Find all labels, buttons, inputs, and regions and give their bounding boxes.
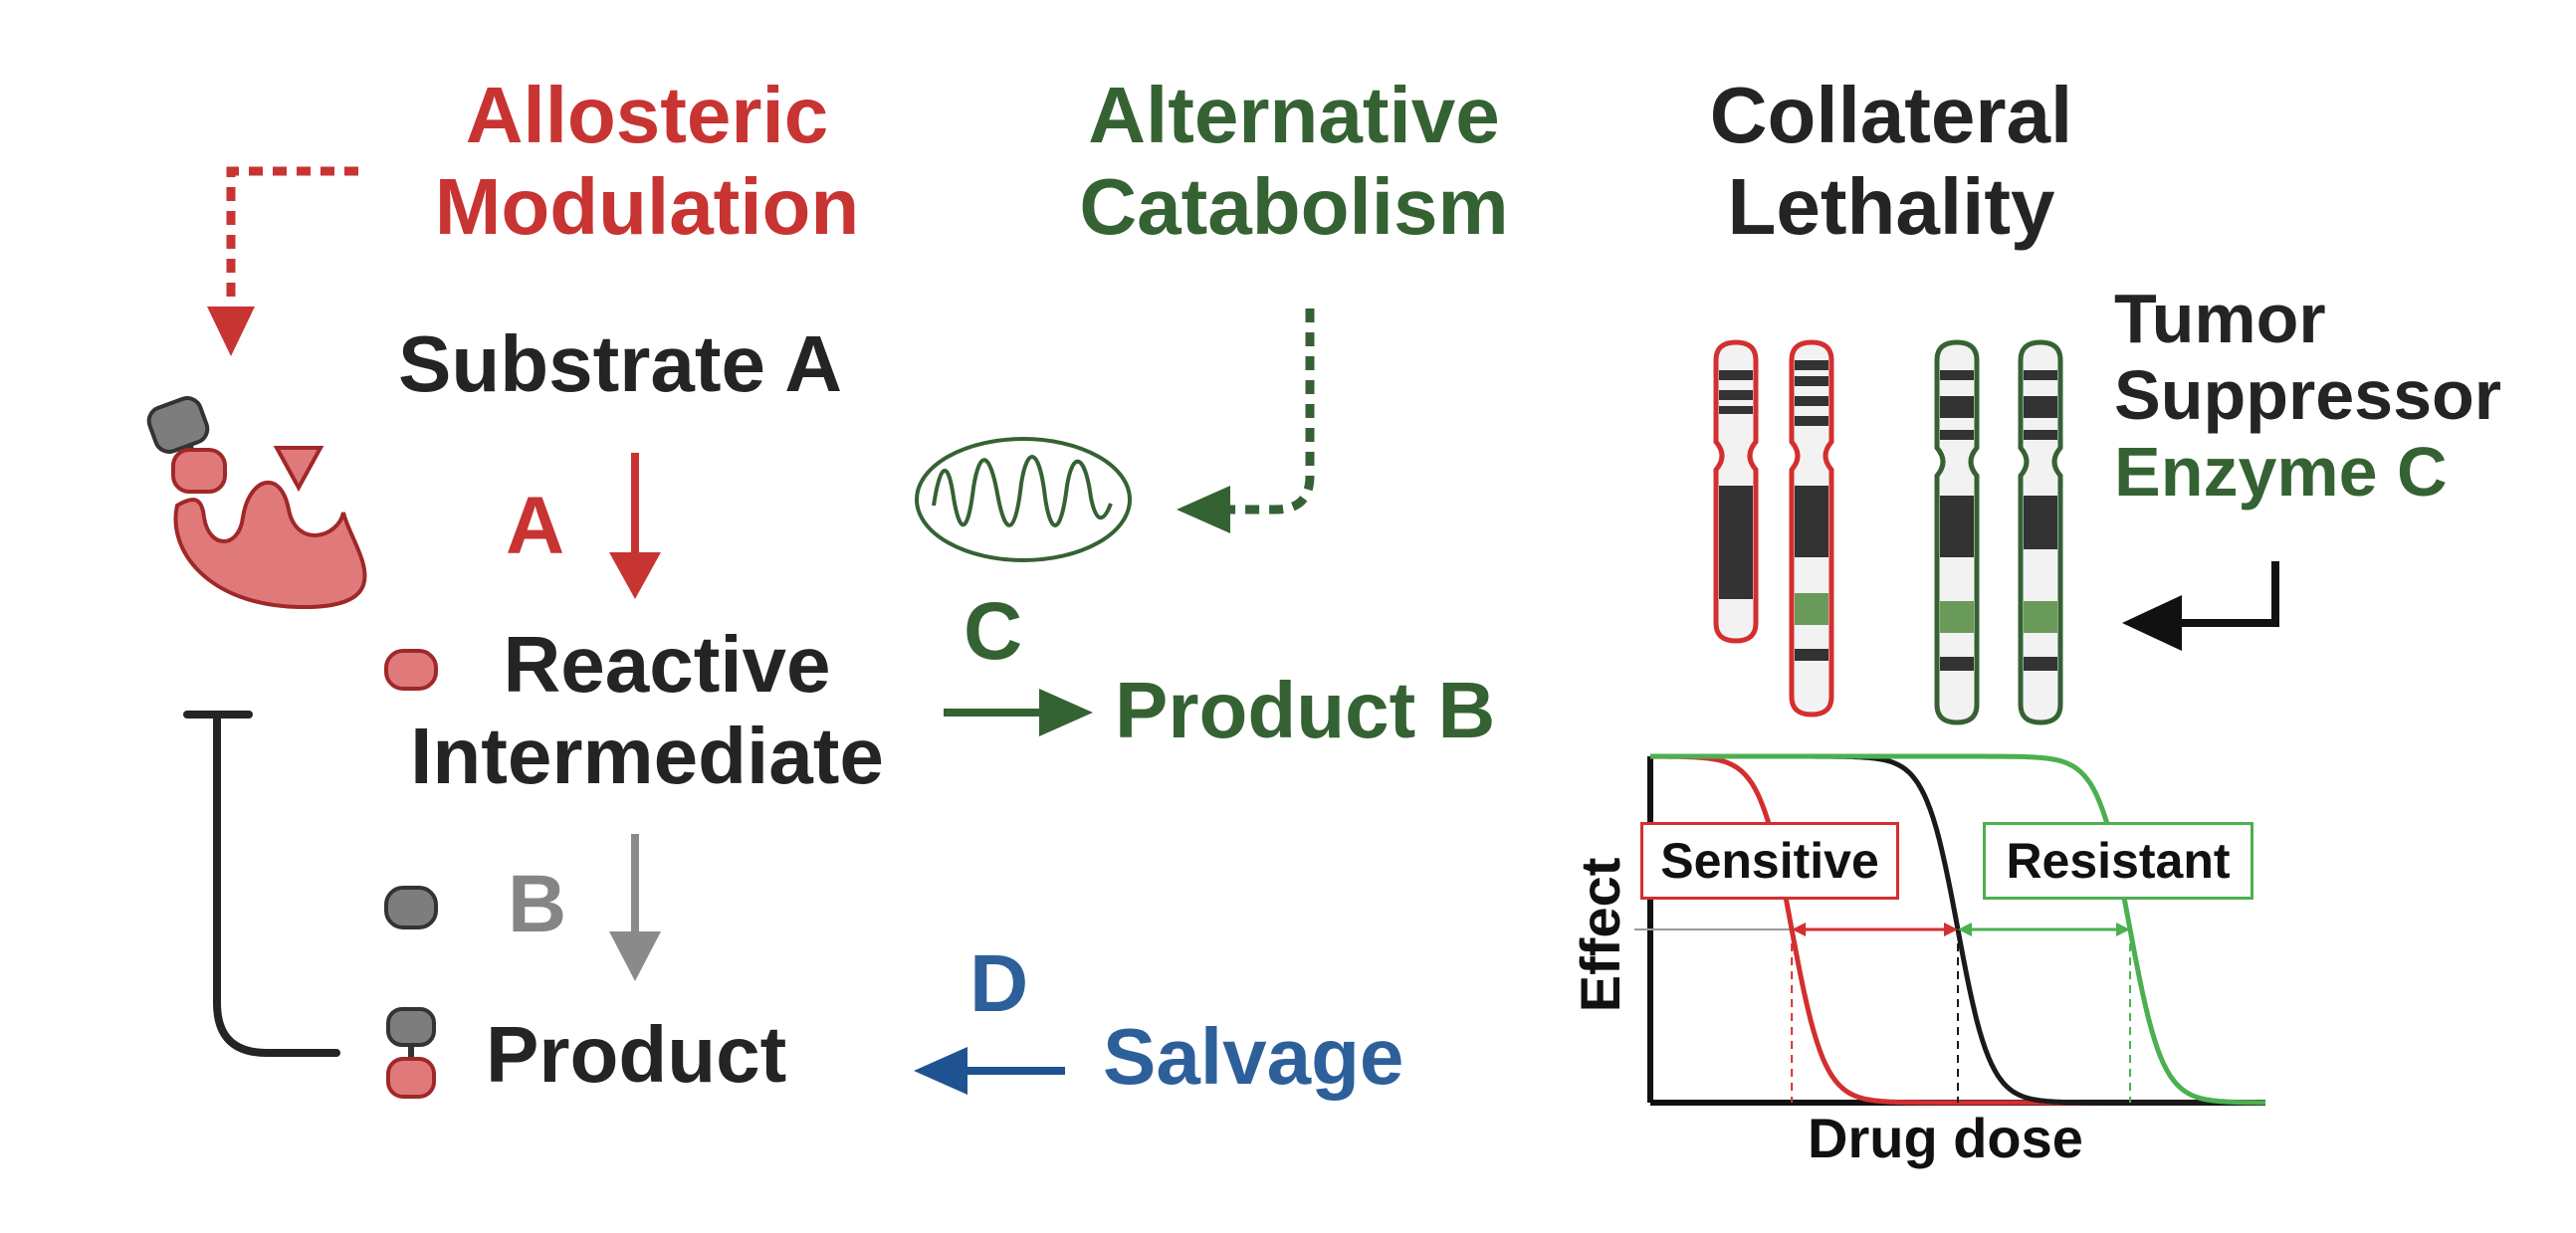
intermediate-line2: Intermediate	[410, 712, 884, 800]
tumor-line1: Tumor	[2114, 280, 2326, 357]
chart-ylabel: Effect	[1568, 857, 1631, 1013]
sensitive-shift-arrow	[1792, 923, 1958, 936]
mitochondrion-icon	[915, 437, 1132, 562]
cofactor-molecule-icon	[384, 886, 438, 929]
tumor-suppressor-label: Tumor Suppressor Enzyme C	[2114, 281, 2501, 511]
allosteric-line1: Allosteric	[465, 71, 829, 159]
reactive-intermediate-label: Reactive Intermediate	[368, 619, 926, 802]
salvage-label: Salvage	[1103, 1012, 1404, 1101]
resistant-box-label: Resistant	[1983, 822, 2254, 900]
substrate-a-label: Substrate A	[398, 319, 843, 408]
intermediate-molecule-icon	[384, 649, 438, 691]
arrow-b	[609, 834, 661, 981]
inhibition-bracket	[183, 711, 340, 1057]
resistant-shift-arrow	[1958, 923, 2131, 936]
enzyme-icon	[173, 480, 367, 610]
arrow-c	[944, 689, 1093, 736]
intermediate-line1: Reactive	[503, 620, 831, 709]
allosteric-dotted-arrow	[207, 166, 358, 356]
triangle-icon	[273, 446, 324, 493]
chromosome-red-2	[1789, 339, 1834, 718]
collateral-line1: Collateral	[1709, 71, 2073, 159]
effector-molecule-icon	[146, 396, 227, 494]
chart-xlabel: Drug dose	[1808, 1107, 2083, 1169]
curve-resistant	[1650, 753, 2265, 1106]
allosteric-modulation-title: Allosteric Modulation	[398, 70, 896, 253]
tumor-line2: Suppressor	[2114, 356, 2501, 434]
step-c-label: C	[964, 586, 1023, 677]
collateral-lethality-title: Collateral Lethality	[1652, 70, 2130, 253]
tumor-line3: Enzyme C	[2114, 433, 2448, 511]
alternative-catabolism-title: Alternative Catabolism	[1035, 70, 1553, 253]
chromosome-green-1	[1934, 339, 1980, 725]
dose-response-chart	[1634, 753, 2265, 1106]
chromosome-pairs	[1713, 339, 2063, 725]
chromosome-green-2	[2018, 339, 2063, 725]
arrow-a	[609, 453, 661, 599]
step-a-label: A	[506, 481, 565, 571]
allosteric-line2: Modulation	[434, 162, 860, 251]
step-d-label: D	[969, 938, 1029, 1029]
arrow-d	[914, 1047, 1065, 1095]
alternative-line1: Alternative	[1088, 71, 1500, 159]
catabolism-dotted-arrow	[1177, 308, 1315, 533]
alternative-line2: Catabolism	[1079, 162, 1509, 251]
step-b-label: B	[508, 859, 567, 949]
sensitive-box-label: Sensitive	[1640, 822, 1899, 900]
collateral-line2: Lethality	[1727, 162, 2055, 251]
chromosome-red-1	[1713, 339, 1759, 644]
product-b-label: Product B	[1115, 666, 1496, 754]
product-label: Product	[486, 1010, 787, 1099]
tumor-suppressor-arrow	[2122, 561, 2279, 651]
product-molecule-icon	[386, 1007, 436, 1099]
